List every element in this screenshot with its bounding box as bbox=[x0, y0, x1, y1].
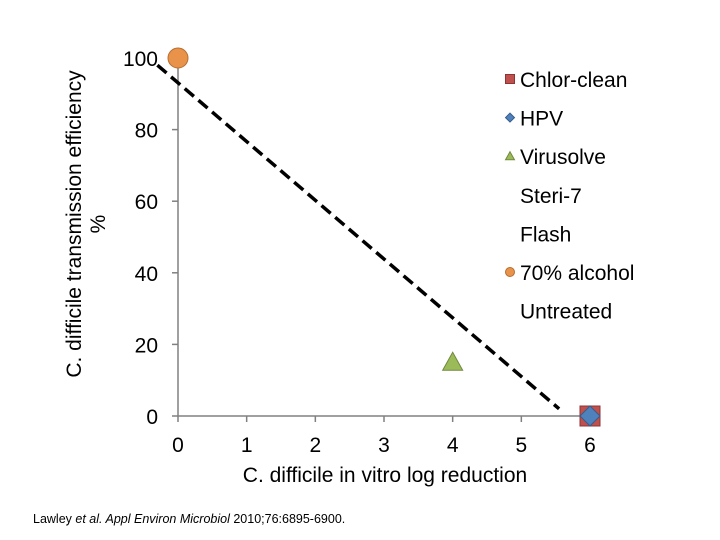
citation-journal: et al. Appl Environ Microbiol bbox=[75, 512, 230, 526]
x-tick-label: 0 bbox=[172, 434, 184, 457]
y-tick-label: 80 bbox=[135, 120, 158, 143]
y-axis-title-line: % bbox=[87, 215, 110, 234]
legend-entry: Chlor-clean bbox=[520, 69, 627, 92]
y-tick-label: 40 bbox=[135, 263, 158, 286]
legend-entry: Steri-7 bbox=[520, 185, 582, 208]
legend-entry: Flash bbox=[520, 223, 571, 246]
x-tick-label: 6 bbox=[584, 434, 596, 457]
citation-details: 2010;76:6895-6900. bbox=[229, 512, 346, 526]
point-70-alcohol bbox=[167, 47, 189, 69]
x-tick-label: 3 bbox=[378, 434, 390, 457]
x-axis-title: C. difficile in vitro log reduction bbox=[243, 464, 527, 487]
legend-entry: Virusolve bbox=[520, 146, 606, 169]
y-tick-labels: 0 20 40 60 80 100 bbox=[123, 48, 158, 429]
x-tick-label: 1 bbox=[241, 434, 253, 457]
y-axis-title-line: C. difficile transmission efficiency bbox=[63, 70, 86, 378]
x-tick-label: 2 bbox=[309, 434, 321, 457]
citation-authors: Lawley bbox=[33, 512, 76, 526]
x-tick-label: 4 bbox=[447, 434, 459, 457]
x-tick-label: 5 bbox=[515, 434, 527, 457]
trendline bbox=[156, 63, 561, 411]
y-tick-label: 60 bbox=[135, 191, 158, 214]
point-virusolve bbox=[441, 351, 464, 371]
legend-marker bbox=[505, 74, 515, 84]
y-tick-label: 0 bbox=[146, 406, 158, 429]
y-tick-label: 20 bbox=[135, 334, 158, 357]
legend-marker bbox=[504, 150, 516, 161]
x-tick-labels: 0 1 2 3 4 5 6 bbox=[172, 434, 596, 457]
trendline-dashed bbox=[156, 63, 561, 411]
y-axis-title: C. difficile transmission efficiency% bbox=[63, 70, 110, 378]
legend-marker bbox=[505, 267, 515, 277]
point-hpv bbox=[579, 405, 601, 427]
y-tick-label: 100 bbox=[123, 48, 158, 71]
citation: Lawley et al. Appl Environ Microbiol 201… bbox=[33, 512, 345, 526]
legend-entry: 70% alcohol bbox=[520, 262, 634, 285]
legend-entry: HPV bbox=[520, 108, 563, 131]
axes bbox=[172, 57, 596, 422]
data-points bbox=[167, 47, 601, 427]
legend: Chlor-clean HPV Virusolve Steri-7 Flash 70% a… bbox=[504, 69, 634, 324]
legend-marker bbox=[504, 112, 516, 123]
legend-entry: Untreated bbox=[520, 301, 612, 324]
